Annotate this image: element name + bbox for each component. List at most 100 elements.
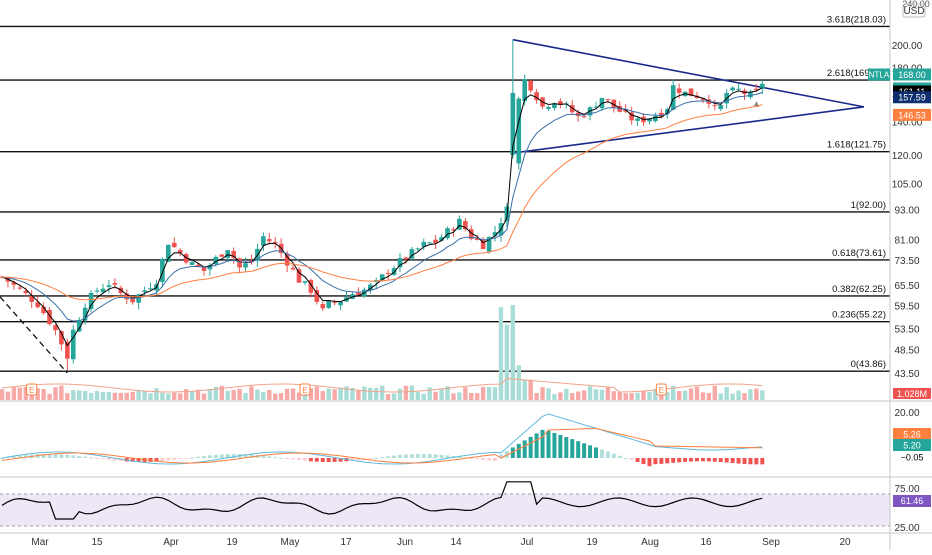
candle-body <box>468 229 474 239</box>
macd-histogram-bar <box>647 458 652 467</box>
volume-bar <box>100 392 106 400</box>
macd-tick-label: 20.00 <box>894 408 919 419</box>
price-tick-label: 65.50 <box>894 281 919 292</box>
macd-histogram-bar <box>540 429 545 458</box>
volume-bar <box>385 394 391 400</box>
candle-body <box>29 295 34 302</box>
candle-body <box>700 98 706 100</box>
volume-bar <box>415 391 420 400</box>
macd-histogram-bar <box>320 458 325 462</box>
macd-histogram-bar <box>498 454 503 458</box>
candle-body <box>421 241 427 247</box>
candle-body <box>284 253 290 266</box>
volume-bar <box>237 388 242 400</box>
time-tick-label: May <box>281 537 300 548</box>
earnings-marker[interactable] <box>26 383 38 396</box>
macd-histogram-bar <box>207 455 212 458</box>
volume-bar <box>296 392 302 400</box>
candle-body <box>534 92 539 101</box>
volume-bar <box>154 388 159 400</box>
candle-body <box>112 283 118 285</box>
candle-body <box>320 304 326 309</box>
volume-bar <box>475 393 480 400</box>
candle-body <box>439 237 444 241</box>
macd-histogram-bar <box>178 458 183 460</box>
volume-bar <box>671 385 676 400</box>
macd-histogram-bar <box>392 455 397 458</box>
price-tick-label: 140.00 <box>892 118 923 129</box>
macd-histogram-bar <box>326 458 331 462</box>
volume-bar <box>23 386 28 400</box>
volume-bar <box>243 392 248 400</box>
candle-body <box>451 229 456 231</box>
macd-histogram-bar <box>59 454 64 458</box>
volume-bar <box>356 390 361 400</box>
volume-bar <box>124 392 129 400</box>
ticker-badge[interactable] <box>868 68 890 81</box>
candle-body <box>445 228 450 239</box>
macd-histogram-bar <box>249 454 254 458</box>
candle-body <box>558 101 563 105</box>
candle-body <box>47 309 52 325</box>
volume-bar <box>445 386 450 400</box>
volume-bar <box>106 392 112 400</box>
time-tick-label: 20 <box>839 537 851 548</box>
price-tick-label: 200.00 <box>892 41 923 52</box>
price-tick-label: 48.50 <box>894 346 919 357</box>
time-tick-label: Mar <box>31 537 49 548</box>
volume-bar <box>564 388 569 400</box>
macd-histogram-bar <box>605 451 610 458</box>
price-tick-label: 93.00 <box>894 206 919 217</box>
candle-body <box>183 254 189 263</box>
macd-histogram-bar <box>623 457 628 459</box>
macd-histogram-bar <box>588 445 593 458</box>
volume-bar <box>528 379 533 400</box>
macd-histogram-bar <box>273 457 278 459</box>
volume-bar <box>629 393 634 400</box>
macd-histogram-bar <box>433 454 438 458</box>
macd-histogram-bar <box>576 441 581 458</box>
price-tick-label: 43.50 <box>894 369 919 380</box>
volume-bar <box>546 388 551 400</box>
ema-fast-line <box>1 87 763 347</box>
macd-histogram-bar <box>653 458 658 465</box>
macd-histogram-bar <box>71 455 76 458</box>
macd-histogram-bar <box>196 456 201 458</box>
volume-bar <box>278 393 284 400</box>
macd-histogram-bar <box>297 458 301 461</box>
macd-histogram-bar <box>712 458 717 462</box>
candle-body <box>332 302 337 304</box>
currency-box[interactable] <box>902 3 926 18</box>
time-tick-label: Apr <box>163 537 179 548</box>
time-tick-label: 14 <box>450 537 462 548</box>
volume-bar <box>368 387 373 400</box>
candle-body <box>59 331 64 345</box>
macd-histogram-bar <box>409 454 414 458</box>
volume-bar <box>486 387 492 400</box>
macd-histogram-bar <box>302 458 307 461</box>
macd-histogram-bar <box>35 454 40 458</box>
candle-body <box>397 258 403 268</box>
macd-histogram-bar <box>475 458 480 460</box>
volume-bar <box>552 394 557 400</box>
earnings-marker-label: E <box>659 386 664 395</box>
candle-body <box>130 296 135 303</box>
candle-body <box>94 290 100 292</box>
volume-bar <box>0 389 5 400</box>
volume-bar <box>82 390 88 400</box>
macd-histogram-bar <box>308 458 313 462</box>
volume-bar <box>605 387 611 400</box>
candle-body <box>611 99 617 108</box>
volume-bar <box>581 390 587 400</box>
macd-histogram-bar <box>225 454 230 458</box>
volume-bar <box>183 389 189 400</box>
signal-line <box>1 427 763 464</box>
earnings-marker[interactable] <box>299 383 311 396</box>
volume-bar <box>326 388 331 400</box>
earnings-marker[interactable] <box>655 383 667 396</box>
macd-histogram-bar <box>386 456 391 458</box>
candle-body <box>290 267 296 270</box>
macd-histogram-bar <box>219 454 224 458</box>
volume-bar <box>736 390 741 400</box>
volume-bar <box>641 390 646 400</box>
